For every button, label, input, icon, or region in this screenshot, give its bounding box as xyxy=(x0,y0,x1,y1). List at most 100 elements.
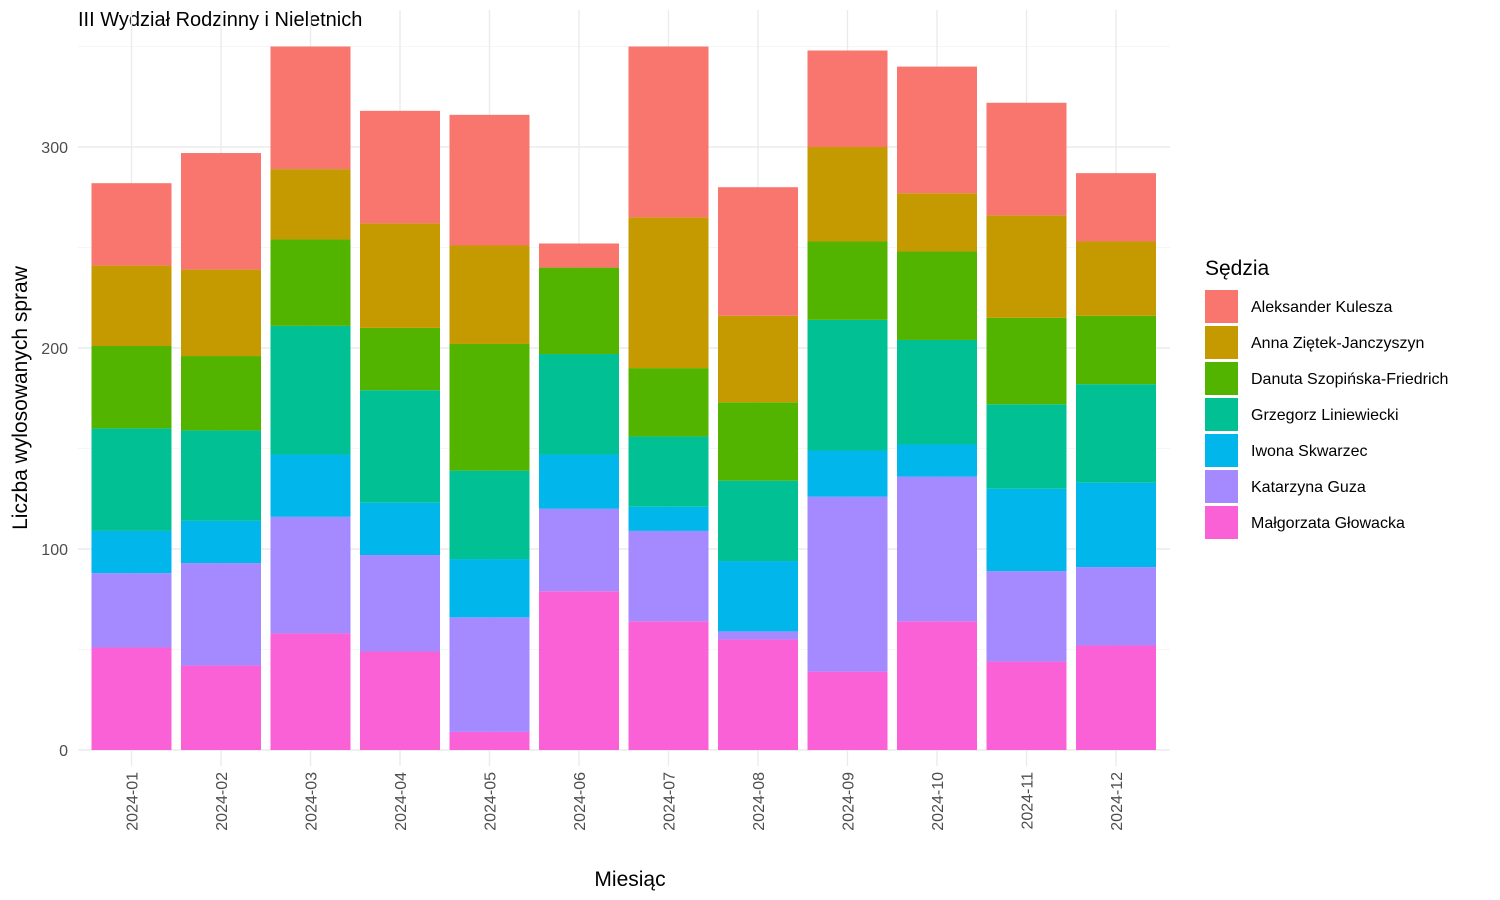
bar-segment xyxy=(270,169,351,240)
bar-segment xyxy=(360,651,440,750)
bar-segment xyxy=(718,480,798,562)
legend-swatch xyxy=(1205,398,1238,431)
bar-segment xyxy=(449,343,530,471)
bar-segment xyxy=(1076,567,1156,646)
bar-segment xyxy=(91,647,172,750)
bar-segment xyxy=(539,267,619,355)
bar-segment xyxy=(91,345,172,429)
bar-segment xyxy=(91,428,172,531)
bar-segment xyxy=(360,223,440,328)
legend-label: Iwona Skwarzec xyxy=(1251,443,1368,460)
bar-segment xyxy=(181,356,261,431)
bar-segment xyxy=(449,731,530,750)
bar-segment xyxy=(1076,384,1156,483)
bar-segment xyxy=(539,591,619,750)
bar-segment xyxy=(897,193,977,252)
bar-segment xyxy=(628,530,709,622)
bar-segment xyxy=(91,265,172,346)
bar-segment xyxy=(449,245,530,344)
bar-segment xyxy=(628,217,709,369)
bar-segment xyxy=(986,317,1067,405)
y-tick-label: 200 xyxy=(41,341,68,358)
bar-segment xyxy=(360,555,440,652)
x-tick-label: 2024-04 xyxy=(393,772,410,831)
bar-segment xyxy=(897,66,977,194)
bar-segment xyxy=(718,402,798,481)
bar-segment xyxy=(986,488,1067,572)
bar-segment xyxy=(449,114,530,246)
bar-segment xyxy=(807,241,888,320)
legend: Aleksander Kulesza Anna Ziętek-Janczyszyn… xyxy=(1205,290,1448,539)
chart-title: III Wydział Rodzinny i Nieletnich xyxy=(78,9,362,31)
x-tick-label: 2024-03 xyxy=(304,772,321,831)
bar-segment xyxy=(270,325,351,455)
legend-swatch xyxy=(1205,362,1238,395)
bar-segment xyxy=(360,110,440,224)
x-tick-label: 2024-11 xyxy=(1020,772,1037,830)
legend-label: Danuta Szopińska-Friedrich xyxy=(1251,371,1448,388)
legend-swatch xyxy=(1205,506,1238,539)
bar-segment xyxy=(270,454,351,517)
legend-label: Małgorzata Głowacka xyxy=(1251,515,1405,532)
bar-segment xyxy=(181,563,261,666)
bar-segment xyxy=(897,476,977,622)
bar-segment xyxy=(807,671,888,750)
bar-segment xyxy=(360,502,440,556)
bar-segment xyxy=(807,496,888,672)
bar-segment xyxy=(807,50,888,147)
bar-segment xyxy=(449,559,530,618)
x-axis-ticks: 2024-01 2024-02 2024-03 2024-04 2024-05 2024-… xyxy=(125,772,1127,831)
bar-segment xyxy=(986,102,1067,216)
x-tick-label: 2024-10 xyxy=(930,772,947,831)
x-tick-label: 2024-12 xyxy=(1109,772,1126,831)
legend-swatch xyxy=(1205,326,1238,359)
bar-segment xyxy=(986,404,1067,489)
bar-segment xyxy=(539,508,619,592)
bar-segment xyxy=(986,661,1067,750)
bar-segment xyxy=(91,573,172,648)
x-tick-label: 2024-01 xyxy=(125,772,142,831)
legend-label: Grzegorz Liniewiecki xyxy=(1251,407,1399,424)
legend-swatch xyxy=(1205,290,1238,323)
bar-segment xyxy=(897,621,977,750)
x-tick-label: 2024-07 xyxy=(662,772,679,831)
bar-segment xyxy=(807,147,888,242)
bar-segment xyxy=(449,470,530,560)
bar-segment xyxy=(539,354,619,455)
bar-segment xyxy=(897,444,977,477)
x-tick-label: 2024-02 xyxy=(214,772,231,831)
y-axis-title: Liczba wylosowanych spraw xyxy=(9,265,32,530)
y-tick-label: 300 xyxy=(41,140,68,157)
bar-segment xyxy=(718,639,798,750)
x-axis-title: Miesiąc xyxy=(594,868,665,891)
bar-segment xyxy=(1076,173,1156,242)
legend-swatch xyxy=(1205,434,1238,467)
bar-segment xyxy=(1076,482,1156,568)
x-tick-label: 2024-08 xyxy=(751,772,768,831)
y-tick-label: 0 xyxy=(59,743,68,760)
bar-segment xyxy=(1076,315,1156,385)
legend-label: Anna Ziętek-Janczyszyn xyxy=(1251,335,1424,352)
bars xyxy=(91,46,1156,750)
x-tick-label: 2024-06 xyxy=(572,772,589,831)
x-tick-label: 2024-09 xyxy=(841,772,858,831)
bar-segment xyxy=(628,436,709,507)
bar-segment xyxy=(181,520,261,564)
bar-segment xyxy=(718,631,798,640)
y-axis-ticks: 0 100 200 300 xyxy=(41,140,68,760)
bar-segment xyxy=(270,633,351,750)
bar-segment xyxy=(181,430,261,521)
bar-segment xyxy=(91,530,172,574)
bar-segment xyxy=(986,571,1067,662)
bar-segment xyxy=(181,269,261,357)
bar-segment xyxy=(718,315,798,403)
bar-segment xyxy=(539,454,619,509)
bar-segment xyxy=(539,243,619,268)
bar-segment xyxy=(628,46,709,218)
bar-segment xyxy=(360,390,440,503)
legend-title: Sędzia xyxy=(1205,257,1270,280)
bar-segment xyxy=(181,665,261,750)
bar-segment xyxy=(807,319,888,451)
y-tick-label: 100 xyxy=(41,542,68,559)
